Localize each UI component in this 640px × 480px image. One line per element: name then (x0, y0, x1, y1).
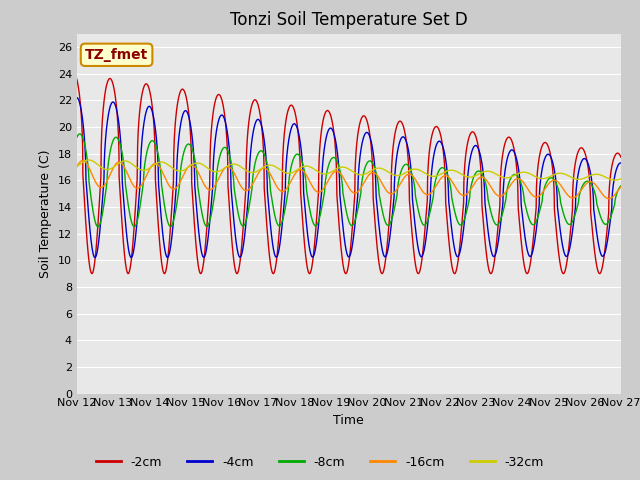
Title: Tonzi Soil Temperature Set D: Tonzi Soil Temperature Set D (230, 11, 468, 29)
X-axis label: Time: Time (333, 414, 364, 427)
Text: TZ_fmet: TZ_fmet (85, 48, 148, 62)
Legend: -2cm, -4cm, -8cm, -16cm, -32cm: -2cm, -4cm, -8cm, -16cm, -32cm (91, 451, 549, 474)
Y-axis label: Soil Temperature (C): Soil Temperature (C) (39, 149, 52, 278)
